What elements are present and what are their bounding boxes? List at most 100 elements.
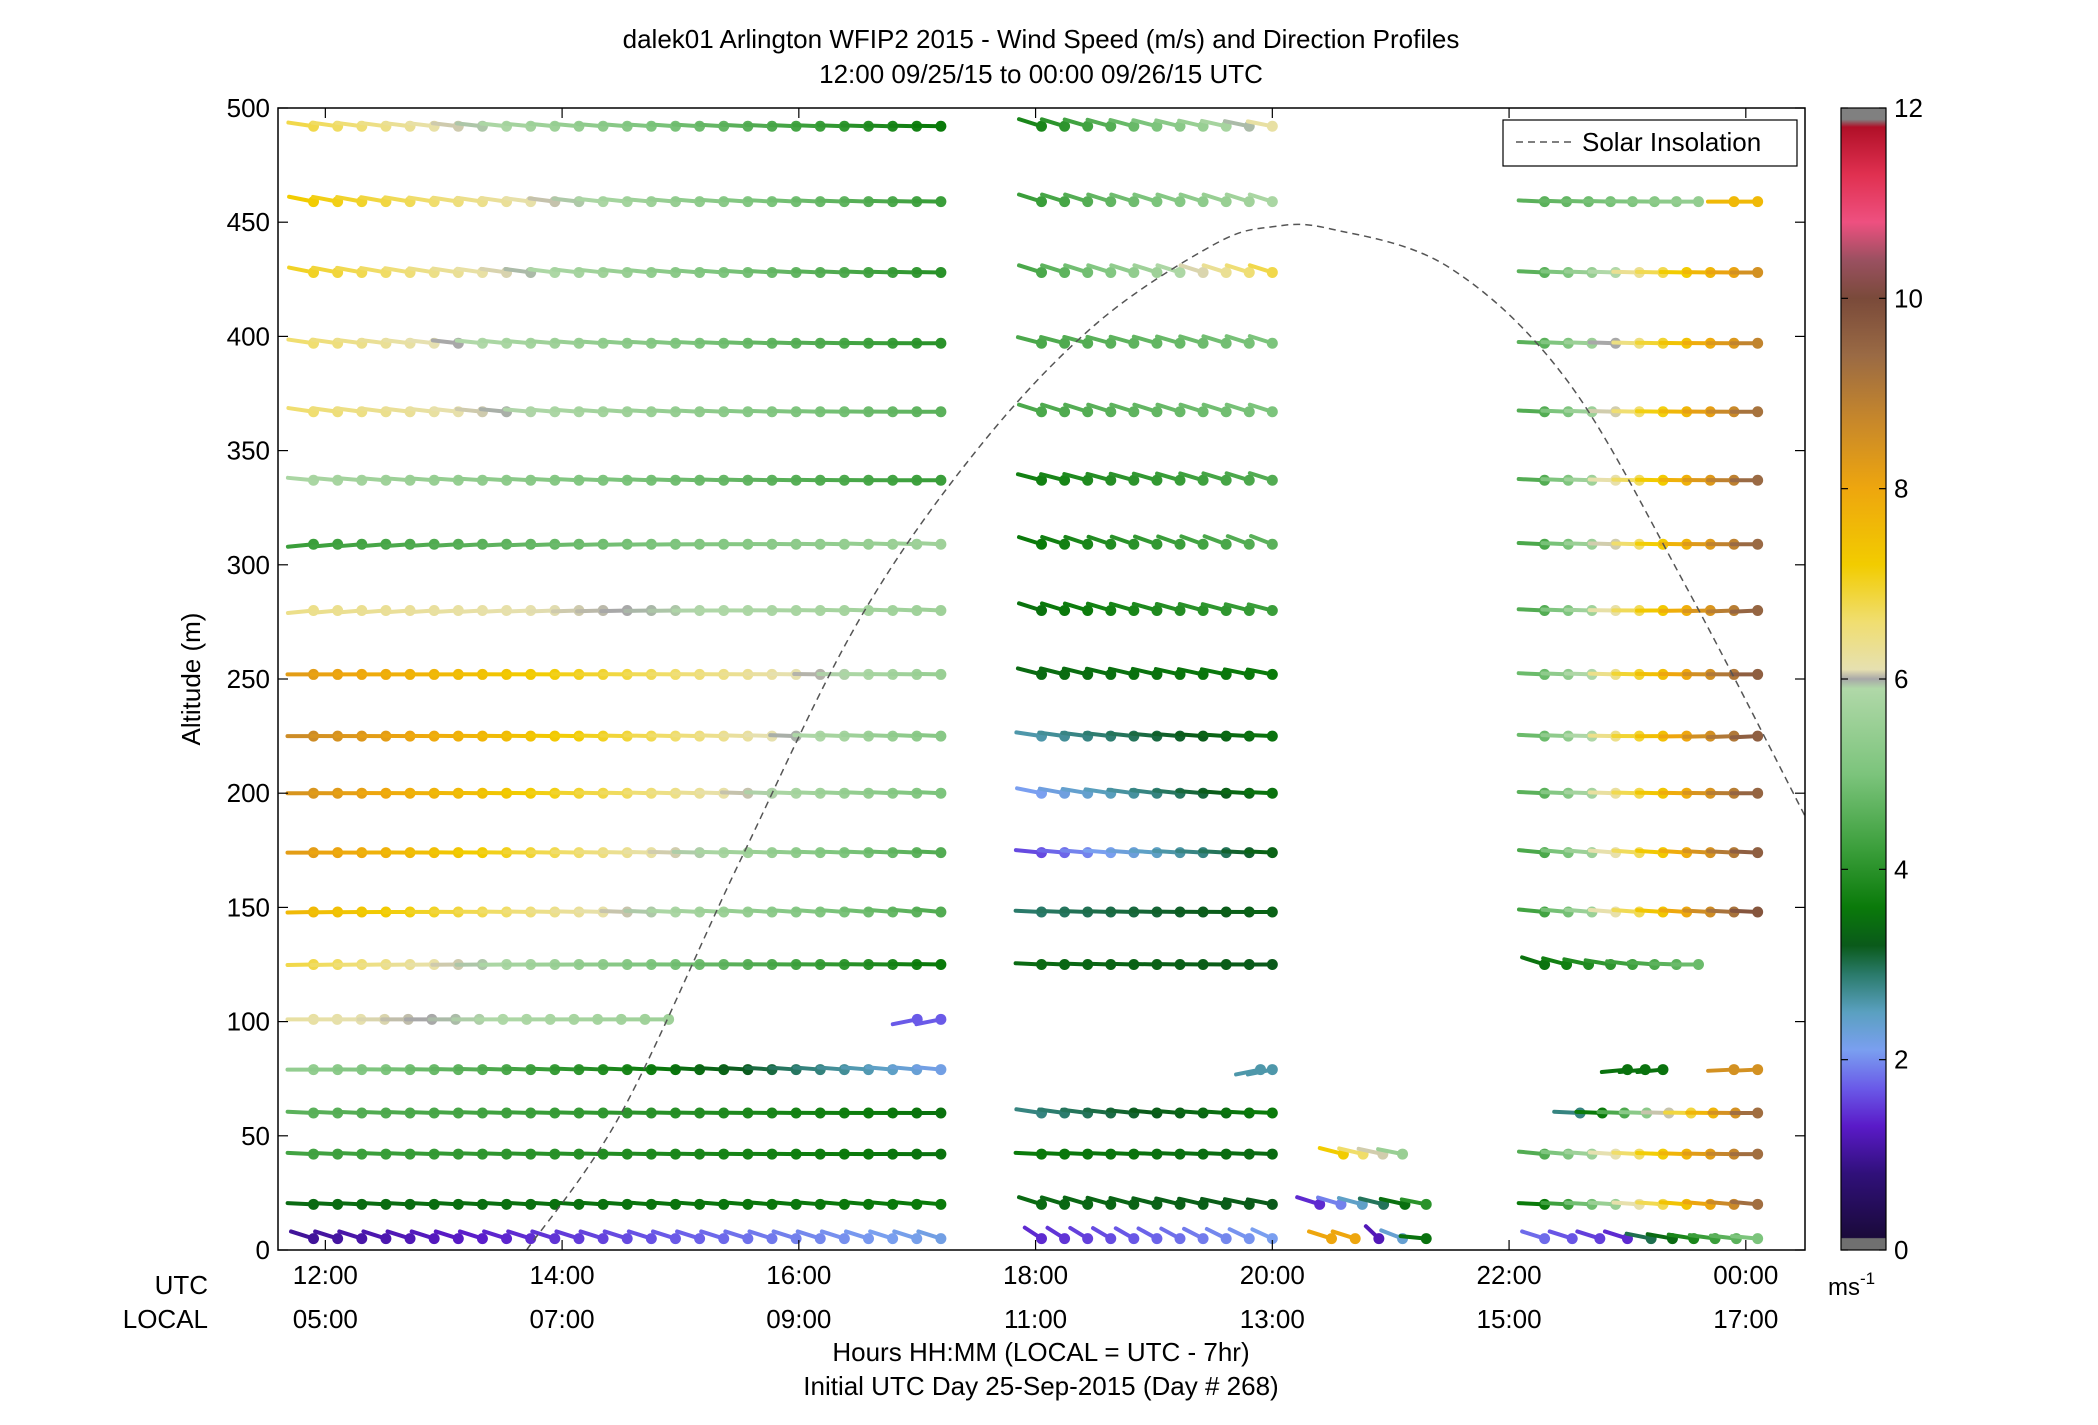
wind-barb — [1178, 402, 1209, 418]
y-axis-label: Altitude (m) — [176, 613, 206, 746]
wind-barb-dot — [1752, 1198, 1764, 1210]
wind-barb — [1224, 192, 1255, 208]
wind-barb — [1063, 192, 1094, 208]
wind-barb — [1063, 263, 1094, 278]
wind-barb-dot — [1266, 1233, 1278, 1245]
wind-barb-dot — [1243, 1233, 1255, 1245]
x-tick-label-utc: 12:00 — [293, 1260, 358, 1290]
wind-barb-dot — [935, 1198, 947, 1210]
y-tick-label: 250 — [227, 664, 270, 694]
wind-barb — [912, 196, 947, 208]
wind-barb-dot — [935, 959, 947, 970]
wind-barb — [1178, 192, 1209, 208]
wind-barb — [1179, 534, 1209, 550]
wind-barb — [1225, 534, 1255, 550]
wind-barb — [912, 406, 947, 418]
wind-barb — [1016, 1195, 1047, 1210]
wind-barb — [1016, 601, 1047, 616]
wind-barb — [912, 604, 947, 616]
wind-barb-dot — [935, 120, 947, 132]
wind-barb-dot — [1036, 604, 1047, 616]
x-axis-label-secondary: Initial UTC Day 25-Sep-2015 (Day # 268) — [803, 1371, 1278, 1401]
x-tick-label-local: 17:00 — [1713, 1304, 1778, 1334]
wind-barb-dot — [935, 847, 947, 859]
wind-barb-dot — [766, 1233, 778, 1245]
wind-barb-dot — [1151, 196, 1163, 208]
wind-barb-dot — [1128, 1198, 1140, 1210]
wind-barb-dot — [549, 1233, 561, 1245]
wind-barb — [1520, 955, 1551, 970]
y-axis: 0 50 100 150 200 250 300 350 400 450 500 — [227, 93, 1805, 1265]
wind-barb — [1132, 534, 1163, 550]
wind-barb-dot — [1151, 120, 1163, 132]
wind-barb — [457, 1229, 488, 1245]
wind-barb-dot — [1220, 1233, 1232, 1245]
wind-barb — [1398, 1233, 1432, 1245]
wind-barb — [1376, 1147, 1409, 1160]
wind-barb — [506, 1229, 537, 1245]
x-tick-label-utc: 20:00 — [1240, 1260, 1305, 1290]
colorbar-unit-base: ms — [1828, 1274, 1860, 1301]
wind-barb-dot — [935, 1013, 947, 1025]
wind-barb — [1520, 1229, 1551, 1245]
wind-barb-dot — [1174, 266, 1186, 278]
wind-barb-dot — [1197, 604, 1209, 616]
wind-barb-dot — [1151, 1233, 1163, 1245]
wind-barb-dot — [1752, 266, 1764, 278]
wind-barb — [1729, 668, 1764, 680]
wind-barb-dot — [1059, 196, 1071, 208]
wind-barb — [1113, 1226, 1140, 1245]
wind-barb — [1249, 534, 1278, 550]
wind-barb — [1085, 1195, 1117, 1210]
wind-barb — [1015, 335, 1047, 349]
colorbar-tick-label: 4 — [1894, 854, 1908, 884]
wind-barb-dot — [1174, 474, 1186, 486]
wind-barb-dot — [1752, 1107, 1764, 1119]
wind-barb-dot — [1197, 1233, 1209, 1245]
wind-barb-dot — [452, 1233, 464, 1245]
wind-barb — [868, 1229, 899, 1245]
wind-barb — [530, 1229, 561, 1245]
wind-barb-dot — [1174, 604, 1186, 616]
wind-barb-dot — [1105, 474, 1117, 486]
wind-barb — [1729, 1064, 1764, 1076]
wind-barb — [1244, 787, 1278, 799]
wind-barb-dot — [790, 1233, 802, 1245]
y-tick-label: 400 — [227, 321, 270, 351]
wind-barb-dot — [1752, 196, 1764, 208]
wind-barb-dot — [1220, 406, 1232, 418]
wind-barb-dot — [887, 1233, 899, 1245]
wind-barb — [1399, 1197, 1432, 1210]
wind-barb — [1247, 402, 1278, 418]
wind-barb-dot — [1036, 474, 1047, 486]
wind-barb — [914, 1013, 947, 1027]
wind-barb-dot — [1174, 196, 1186, 208]
wind-barb — [1108, 334, 1140, 349]
wind-barb — [337, 1229, 368, 1245]
wind-barb-dot — [935, 1064, 947, 1076]
wind-barb-dot — [1220, 337, 1232, 349]
wind-barb-dot — [1036, 538, 1047, 550]
y-tick-label: 350 — [227, 436, 270, 466]
wind-barb-dot — [1420, 1198, 1432, 1210]
wind-barb — [626, 1229, 657, 1245]
wind-barb-dot — [1059, 1233, 1071, 1245]
wind-barb-dot — [1128, 266, 1140, 278]
wind-barb-dot — [1059, 406, 1071, 418]
wind-barb — [913, 906, 947, 918]
wind-barb-dot — [935, 787, 947, 799]
wind-barb — [1730, 1233, 1764, 1245]
wind-barb — [1156, 534, 1186, 550]
y-tick-label: 450 — [227, 207, 270, 237]
wind-barb — [1091, 1226, 1117, 1245]
wind-barb-dot — [1243, 604, 1255, 616]
wind-barb — [1201, 263, 1232, 278]
wind-barb — [1155, 263, 1186, 278]
wind-barb-dot — [1266, 196, 1278, 208]
wind-barb-dot — [1105, 337, 1117, 349]
wind-barb — [1086, 192, 1117, 208]
wind-barb — [1022, 1225, 1047, 1245]
wind-barb-dot — [1082, 538, 1094, 550]
wind-barb — [1729, 847, 1764, 859]
colorbar-tick-label: 12 — [1894, 93, 1923, 123]
